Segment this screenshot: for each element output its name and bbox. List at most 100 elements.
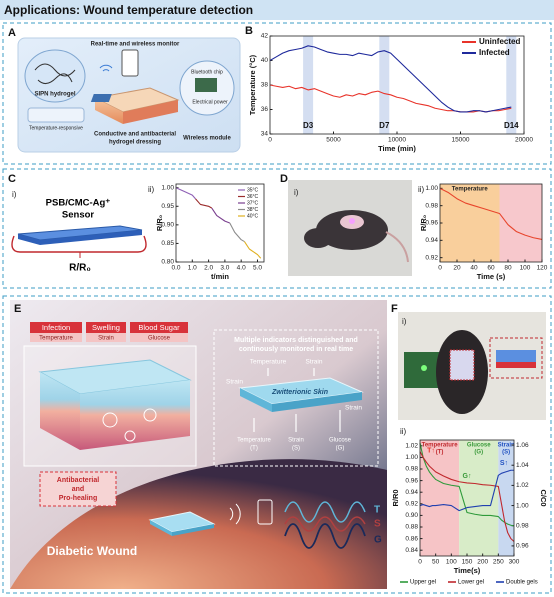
series-line <box>439 187 543 241</box>
tag-title: Blood Sugar <box>138 323 180 332</box>
x-tick-label: 60 <box>487 265 495 272</box>
x-tick-label: 20 <box>453 265 461 272</box>
label: Sensor <box>62 210 95 221</box>
region-label: Temperature <box>422 443 459 449</box>
x-tick-label: 20000 <box>515 137 533 144</box>
sub-label: i) <box>402 317 407 326</box>
legend-label: Uninfected <box>479 37 520 46</box>
label: Temperature <box>237 438 271 444</box>
x-axis-label: t/min <box>211 272 229 281</box>
region-label: (S) <box>502 450 510 456</box>
dressing-side <box>150 520 172 536</box>
y-tick-label: 0.94 <box>405 489 418 496</box>
label: Multiple indicators distinguished and <box>234 337 358 344</box>
inset-frame <box>213 329 379 467</box>
y-tick-label: 0.92 <box>405 501 418 508</box>
label: Conductive and antibacterial <box>94 132 176 138</box>
cell <box>124 430 136 442</box>
sub-label: ii) <box>400 427 407 436</box>
x-tick-label: 300 <box>509 559 520 566</box>
label: SIPN hydrogel <box>34 92 75 98</box>
label: hydrogel dressing <box>109 140 161 146</box>
legend-label: Upper gel <box>410 580 436 586</box>
highlight-band <box>303 36 314 134</box>
axes-frame <box>419 439 515 557</box>
x-tick-label: 250 <box>493 559 504 566</box>
y2-tick-label: 1.06 <box>516 442 529 449</box>
region-label: (T) <box>436 450 444 456</box>
x-tick-label: 5.0 <box>253 265 262 272</box>
y2-tick-label: 1.02 <box>516 482 529 489</box>
sub-label: i) <box>294 188 299 197</box>
y-tick-label: 40 <box>261 57 269 64</box>
zoom-frame <box>489 337 543 379</box>
led <box>349 218 355 224</box>
y-tick-label: 0.85 <box>161 240 174 247</box>
wave <box>284 523 366 549</box>
tag-title: Infection <box>42 323 70 332</box>
x-tick-label: 200 <box>477 559 488 566</box>
series-line <box>195 198 213 209</box>
y2-tick-label: 1.04 <box>516 462 529 469</box>
tag <box>86 322 126 333</box>
sensor-side <box>18 230 142 245</box>
callout <box>39 471 117 507</box>
gel-zoom <box>496 362 536 368</box>
panel-letter: E <box>14 303 21 315</box>
label: Electrical power <box>192 99 228 105</box>
y-tick-label: 0.80 <box>161 259 174 266</box>
skin-side <box>40 372 80 450</box>
legend-label: Infected <box>479 48 510 57</box>
label: Temperature-responsive <box>29 125 83 131</box>
x-tick-label: 1.0 <box>188 265 197 272</box>
dressing-side <box>95 98 123 124</box>
mouse-body <box>316 210 388 250</box>
label: Wireless module <box>183 136 231 142</box>
region <box>420 440 460 556</box>
y-tick-label: 1.00 <box>425 185 438 192</box>
hydrogel-circle <box>24 49 86 103</box>
y-tick-label: 0.90 <box>405 512 418 519</box>
annotation: T↑ <box>427 447 435 454</box>
annotation: D7 <box>379 121 390 130</box>
y2-tick-label: 0.96 <box>516 543 529 550</box>
label: and <box>72 486 84 493</box>
x-axis-label: Time (s) <box>477 272 506 281</box>
region <box>440 184 500 262</box>
axes-frame <box>269 35 525 135</box>
label: Strain <box>288 438 304 444</box>
x-tick-label: 50 <box>432 559 440 566</box>
y-tick-label: 36 <box>261 106 269 113</box>
dressing-side <box>123 100 178 124</box>
x-tick-label: 80 <box>504 265 512 272</box>
label: Glucose <box>329 438 352 444</box>
y-tick-label: 0.88 <box>405 524 418 531</box>
y-tick-label: 0.96 <box>425 220 438 227</box>
polymer-network <box>34 63 76 84</box>
label: Strain <box>345 405 362 412</box>
y-tick-label: 34 <box>261 131 269 138</box>
sub-label: ii) <box>418 185 425 194</box>
y-tick-label: 0.98 <box>425 202 438 209</box>
y-tick-label: 0.92 <box>425 254 438 261</box>
y-tick-label: 0.98 <box>405 466 418 473</box>
led <box>421 365 427 371</box>
y-tick-label: 0.94 <box>425 237 438 244</box>
skin-sensor-side <box>240 388 272 412</box>
cell <box>143 408 157 422</box>
highlight-band <box>506 36 517 134</box>
phone-icon <box>121 49 139 77</box>
panel-letter: D <box>280 173 288 185</box>
y-tick-label: 1.02 <box>405 443 418 450</box>
axes-frame <box>175 183 265 263</box>
annotation: G↑ <box>463 473 472 480</box>
label: Strain <box>226 379 243 386</box>
y-tick-label: 1.00 <box>161 184 174 191</box>
y2-tick-label: 0.98 <box>516 522 529 529</box>
x-tick-label: 0.0 <box>171 265 180 272</box>
region-label: Temperature <box>452 187 489 193</box>
tag-sub: Strain <box>98 336 114 342</box>
header-bar <box>0 0 554 20</box>
x-tick-label: 3.0 <box>220 265 229 272</box>
skin-side <box>80 380 190 450</box>
